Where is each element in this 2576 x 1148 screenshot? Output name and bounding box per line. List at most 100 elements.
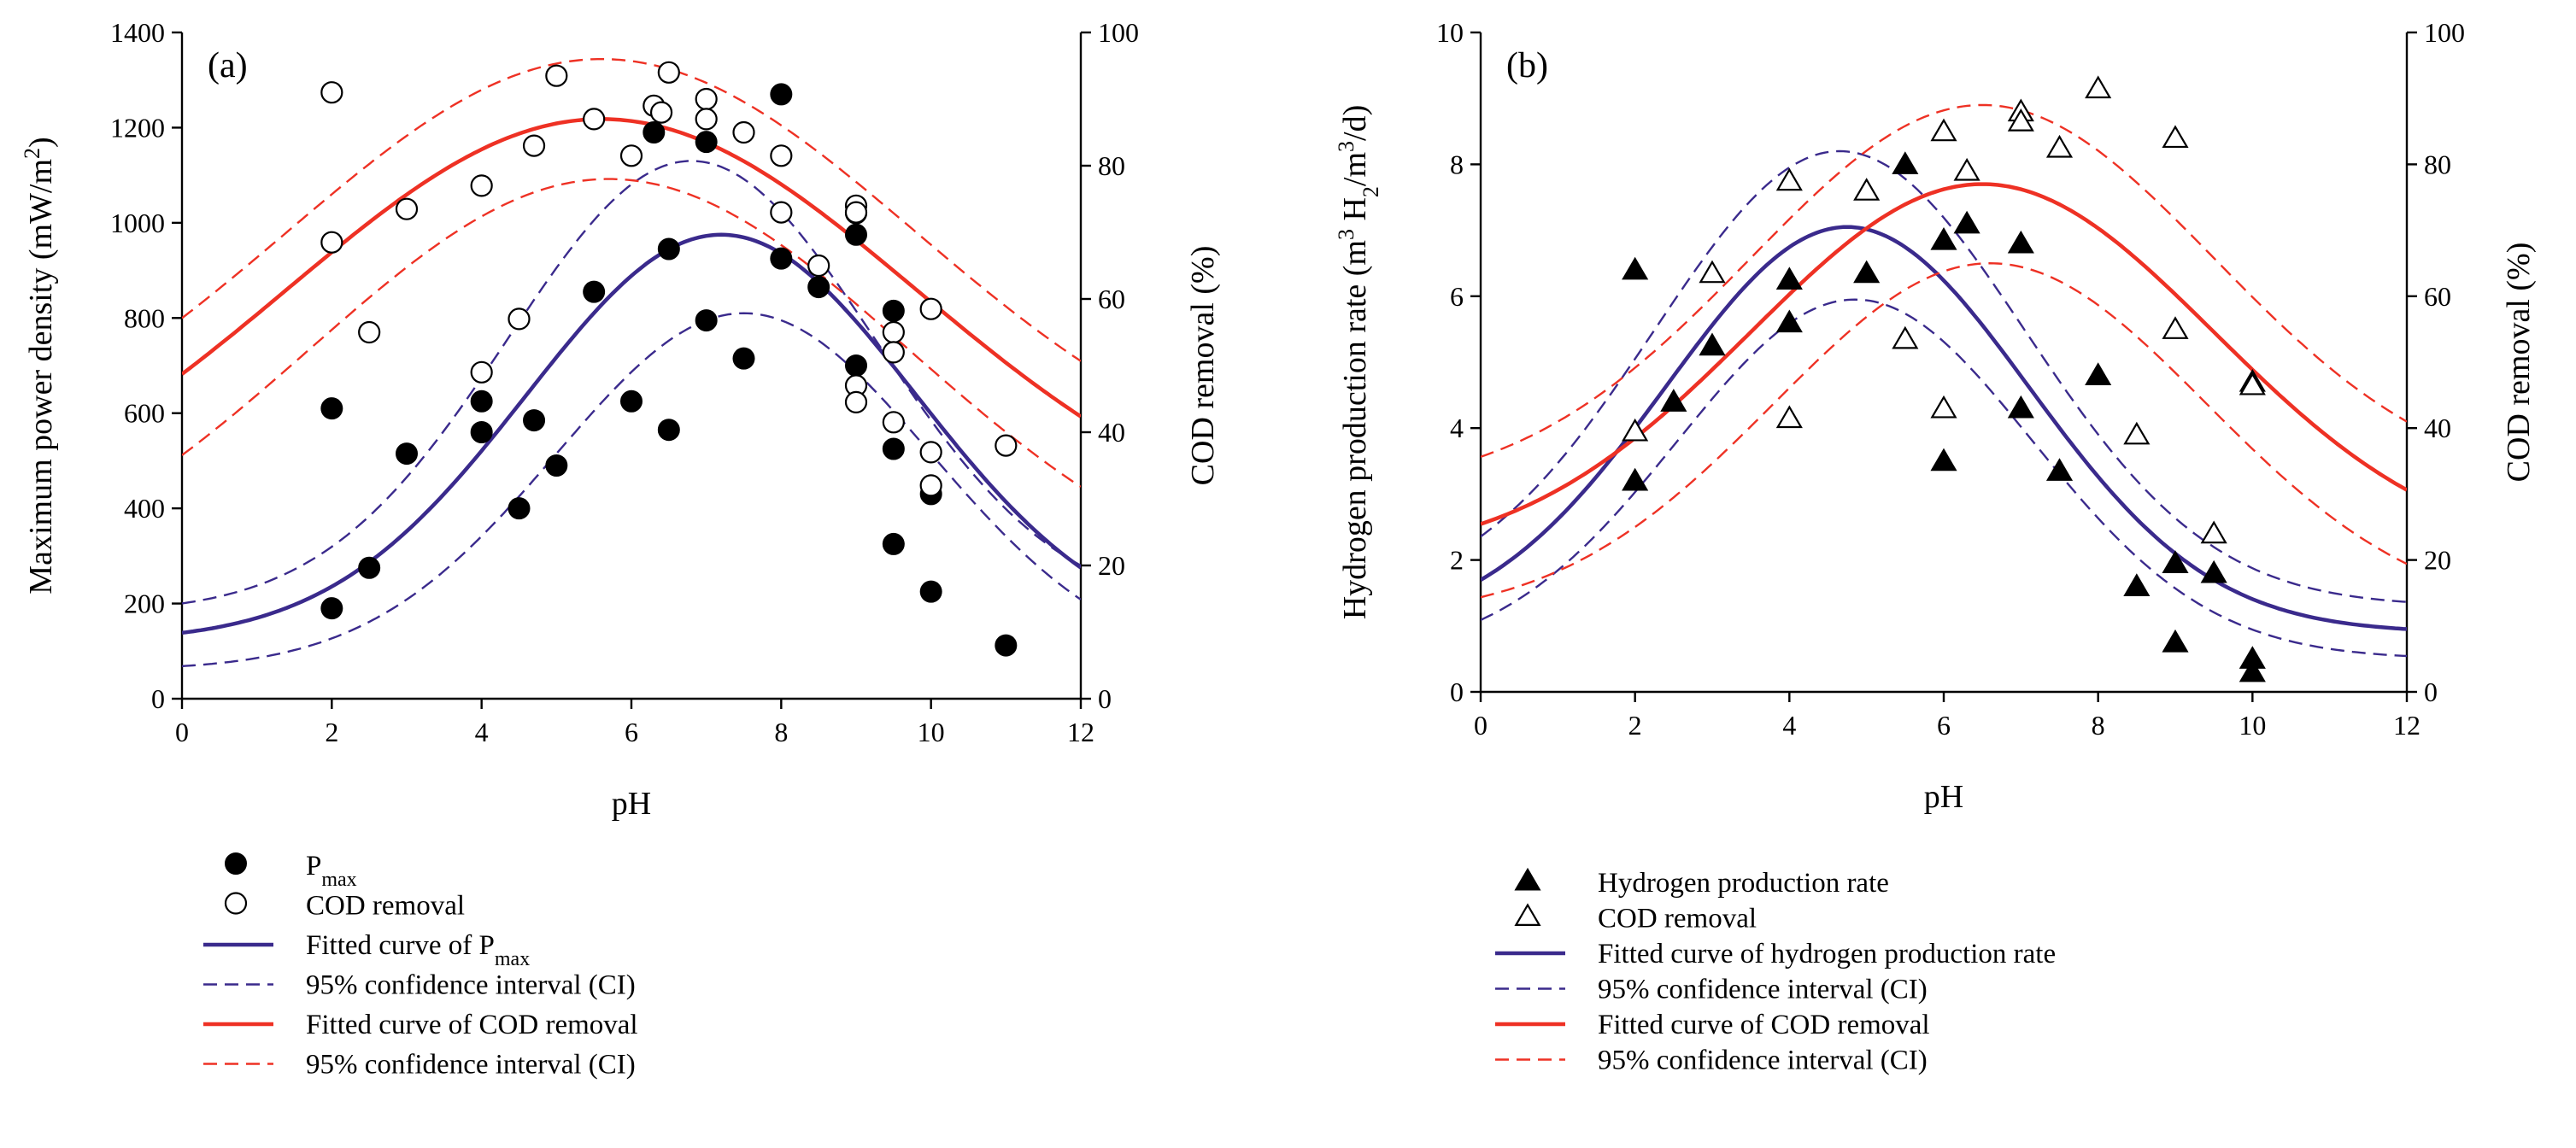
panel-label: (a) [208,46,248,85]
data-point [2239,372,2266,395]
legend-marker [225,852,247,875]
data-points [1622,75,2266,682]
y-right-tick-label: 100 [2424,17,2465,48]
panel-label: (b) [1506,46,1548,85]
data-point [770,247,793,270]
data-point [657,61,680,84]
data-point [1953,210,1980,234]
fitted-curve-left [182,232,1081,636]
data-point [2162,316,2189,339]
data-point [882,341,905,364]
data-point [770,83,793,106]
data-point [995,434,1018,457]
x-tick-label: 8 [774,717,788,747]
legend-label: Fitted curve of Pmax [306,930,530,970]
data-point [919,441,942,464]
data-point [770,201,793,224]
x-tick-label: 6 [1937,710,1951,741]
y-right-axis-title: COD removal (%) [1185,246,1221,486]
y-right-tick-label: 0 [2424,676,2438,707]
y-left-tick-label: 800 [124,302,165,333]
data-point [1953,157,1980,181]
data-point [2123,573,2151,596]
y-right-tick-label: 60 [2424,281,2451,312]
data-point [1930,226,1957,250]
ci-lower-left [1481,298,2407,658]
data-point [583,108,606,131]
data-point [1853,260,1881,284]
data-point [919,474,942,497]
legend-label: COD removal [306,891,465,922]
y-right-axis-title: COD removal (%) [2501,243,2537,483]
ci-upper-cod [182,58,1081,362]
y-right-tick-label: 40 [1098,417,1125,448]
data-point [2085,75,2112,99]
ci-upper-left [182,160,1081,605]
data-point [395,197,419,220]
legend-marker [224,892,248,915]
curves [1481,103,2407,658]
data-point [508,308,531,331]
data-point [470,390,493,413]
data-point [732,120,755,144]
data-point [1775,167,1803,191]
y-right-tick-label: 20 [1098,550,1125,581]
legend-marker [1514,867,1541,891]
data-point [2239,659,2266,682]
data-point [470,421,493,443]
y-left-tick-label: 200 [124,589,165,619]
data-point [882,320,905,344]
data-point [1930,118,1957,142]
y-left-tick-label: 600 [124,398,165,429]
data-point [1930,448,1957,472]
data-point [508,497,531,520]
chart-panel-a: 0 2 4 6 8 10 120200400600800100012001400020406… [20,17,1222,1081]
data-point [1775,309,1803,333]
data-point [995,634,1018,657]
data-point [919,580,942,603]
x-tick-label: 0 [1474,710,1488,741]
y-right-tick-label: 20 [2424,545,2451,576]
data-point [320,597,343,620]
data-point [882,299,905,322]
y-left-tick-label: 10 [1436,17,1464,48]
y-left-tick-label: 1200 [110,112,165,143]
data-point [2162,550,2189,573]
y-right-tick-label: 60 [1098,284,1125,314]
data-point [1930,395,1957,419]
x-tick-label: 6 [625,717,638,747]
data-point [358,556,381,579]
data-point [1622,256,1649,280]
legend: Hydrogen production rate COD removal Fitte… [1495,867,2056,1076]
data-point [583,280,606,303]
data-point [1622,467,1649,491]
data-point [882,437,905,460]
data-point [732,347,755,370]
data-point [2085,362,2112,385]
data-point [845,223,867,246]
data-point [657,237,680,261]
y-right-tick-label: 80 [1098,150,1125,181]
y-right-tick-label: 40 [2424,413,2451,443]
ci-upper-cod [1481,103,2407,458]
ci-upper-left [1481,149,2407,603]
y-left-tick-label: 2 [1450,545,1464,576]
data-point [844,201,868,224]
legend-label: Fitted curve of hydrogen production rate [1598,939,2056,969]
data-point [522,134,546,157]
data-point [882,411,905,434]
legend-label: Fitted curve of COD removal [306,1010,638,1040]
data-point [619,144,643,167]
ci-lower-left [182,312,1081,668]
y-left-tick-label: 1400 [110,17,165,48]
data-point [523,409,546,432]
x-axis-title: pH [612,786,651,822]
data-point [2200,559,2227,583]
legend-label: 95% confidence interval (CI) [1598,975,1928,1005]
x-tick-label: 2 [325,717,338,747]
legend-marker [1514,903,1541,927]
x-tick-label: 8 [2092,710,2105,741]
y-right-tick-label: 0 [1098,683,1112,714]
data-point [807,276,830,299]
